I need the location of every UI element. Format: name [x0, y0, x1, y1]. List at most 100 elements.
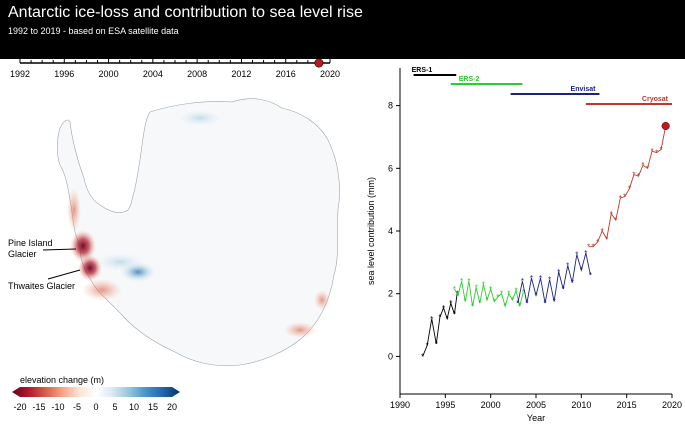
dronning-maud-thickening: [178, 110, 222, 126]
data-point: *: [530, 274, 533, 283]
data-point: *: [467, 277, 470, 286]
colorbar-tick-label: 20: [167, 402, 177, 412]
data-point: *: [562, 285, 565, 294]
data-point: *: [525, 299, 528, 308]
timeline-tick-label: 1992: [10, 69, 30, 79]
data-point: *: [580, 266, 583, 275]
data-point: *: [442, 304, 445, 313]
page-title: Antarctic ice-loss and contribution to s…: [8, 4, 363, 21]
data-point: *: [610, 210, 613, 219]
data-point: *: [507, 290, 510, 299]
data-point: *: [623, 193, 626, 202]
data-point: *: [584, 249, 587, 258]
data-point: *: [430, 315, 433, 324]
data-point: *: [522, 288, 525, 297]
timeline-tick-label: 2004: [143, 69, 163, 79]
timeline-tick-label: 2012: [231, 69, 251, 79]
timeline-tick-label: 2016: [276, 69, 296, 79]
y-tick-label: 0: [388, 351, 393, 361]
pine-island-label: Pine Island Glacier: [8, 238, 53, 259]
data-point: *: [553, 298, 556, 307]
colorbar-tick-label: 5: [112, 402, 117, 412]
data-point: *: [426, 341, 429, 350]
data-point: *: [539, 274, 542, 283]
x-tick-label: 2005: [526, 400, 546, 410]
data-point: *: [453, 310, 456, 319]
data-point: *: [596, 238, 599, 247]
x-tick-label: 2000: [481, 400, 501, 410]
data-point: *: [587, 243, 590, 252]
latest-value-marker: [661, 121, 670, 131]
data-point: *: [575, 251, 578, 260]
thwaites-pointer: [47, 269, 81, 280]
data-point: *: [589, 271, 592, 280]
mission-label: ERS-2: [459, 76, 480, 83]
timeline-tick-label: 2000: [99, 69, 119, 79]
timeline-current-year-marker: [314, 58, 324, 68]
pine-island-pointer: [42, 248, 77, 251]
colorbar-label: elevation change (m): [20, 375, 105, 385]
timeline-tick-label: 1996: [54, 69, 74, 79]
series-line: [422, 293, 458, 357]
series-line: [517, 252, 591, 304]
colorbar-tick-label: 0: [93, 402, 98, 412]
x-tick-label: 1990: [390, 400, 410, 410]
data-point: *: [453, 285, 456, 294]
data-point: *: [438, 313, 441, 322]
colorbar-tick-label: -20: [13, 402, 26, 412]
data-point: *: [632, 171, 635, 180]
x-axis-label: Year: [527, 413, 545, 423]
data-point: *: [485, 296, 488, 305]
data-point: *: [637, 172, 640, 181]
data-point: *: [496, 293, 499, 302]
y-tick-label: 4: [388, 226, 393, 236]
data-point: *: [514, 287, 517, 296]
data-point: *: [548, 276, 551, 285]
data-point: *: [489, 285, 492, 294]
data-point: *: [449, 299, 452, 308]
data-point: *: [475, 283, 478, 292]
data-point: *: [605, 235, 608, 244]
data-point: *: [421, 352, 424, 361]
colorbar-tick-label: 15: [148, 402, 158, 412]
y-axis-label: sea level contribution (mm): [366, 177, 376, 285]
series-line: [454, 281, 524, 308]
data-point: *: [566, 261, 569, 270]
data-point: *: [650, 147, 653, 156]
data-point: *: [660, 146, 663, 155]
header-bar: Antarctic ice-loss and contribution to s…: [0, 0, 685, 59]
data-point: *: [534, 291, 537, 300]
colorbar-tick-label: -15: [32, 402, 45, 412]
totten-thinning: [314, 290, 330, 310]
data-point: *: [446, 315, 449, 324]
mission-label: Cryosat: [642, 96, 669, 103]
data-point: *: [571, 279, 574, 288]
data-point: *: [500, 290, 503, 299]
data-point: *: [435, 340, 438, 349]
data-point: *: [628, 185, 631, 194]
data-point: *: [456, 291, 459, 300]
timeline-tick-label: 2020: [320, 69, 340, 79]
wilkes-land-change: [284, 322, 316, 338]
data-point: *: [601, 227, 604, 236]
x-tick-label: 2020: [662, 400, 682, 410]
interior-thickening: [96, 253, 144, 271]
data-point: *: [511, 296, 514, 305]
y-tick-label: 8: [388, 101, 393, 111]
data-point: *: [619, 194, 622, 203]
data-point: *: [641, 161, 644, 170]
timeline-tick-label: 2008: [187, 69, 207, 79]
data-point: *: [557, 268, 560, 277]
data-point: *: [464, 298, 467, 307]
colorbar-tick-label: -5: [73, 402, 81, 412]
data-point: *: [655, 149, 658, 158]
year-timeline: 1992 1996 2000 2004 2008 2012 2016 2020: [10, 58, 340, 79]
pine-island-glacier-thinning: [70, 230, 96, 262]
data-point: *: [614, 216, 617, 225]
amundsen-sea-thinning: [82, 279, 122, 301]
thwaites-label: Thwaites Glacier: [8, 281, 76, 291]
y-tick-label: 2: [388, 289, 393, 299]
